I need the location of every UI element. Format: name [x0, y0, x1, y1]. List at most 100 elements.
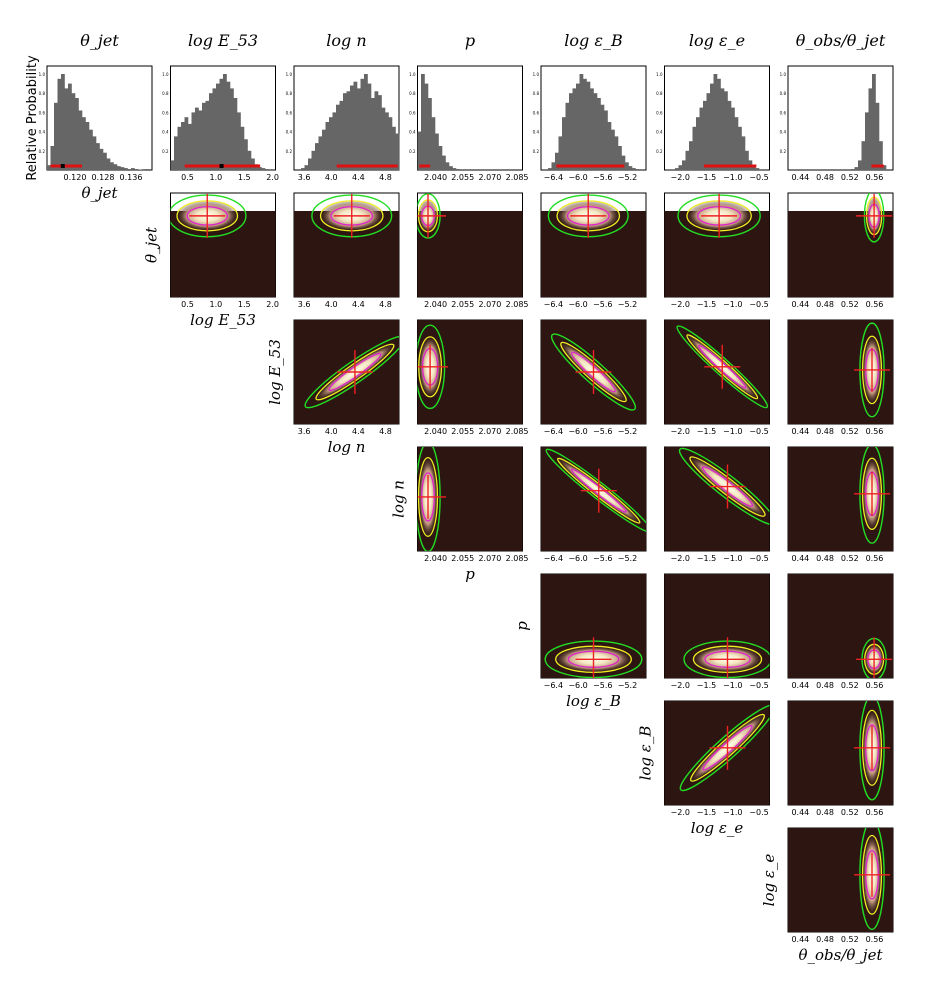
- histogram-bar: [184, 117, 189, 170]
- histogram-bar: [872, 74, 876, 170]
- density-panel: −2.0 −1.5 −1.0 −0.5: [664, 700, 770, 817]
- x-tick-label: −6.0: [568, 173, 587, 182]
- histogram-bar: [322, 129, 326, 170]
- x-tick-label: −1.5: [697, 173, 716, 182]
- x-tick-label: −6.4: [544, 300, 563, 309]
- histogram-bar: [734, 117, 739, 170]
- x-tick-label: −0.5: [749, 300, 768, 309]
- histogram-bar: [50, 146, 55, 170]
- density-layer: [854, 701, 890, 801]
- density-panel: −2.0 −1.5 −1.0 −0.5: [664, 573, 770, 690]
- row-label: p: [513, 621, 531, 631]
- row-label: log E_53: [266, 339, 284, 405]
- column-title: θ_obs/θ_jet: [796, 31, 886, 50]
- contour-outer: [678, 447, 770, 526]
- x-tick-label: −2.0: [671, 300, 690, 309]
- histogram-bar: [724, 91, 728, 170]
- histogram-bar: [332, 112, 337, 170]
- histogram-bar: [428, 98, 432, 170]
- histogram-bar: [117, 166, 121, 170]
- histogram-panel: 0.2 0.4 0.6 0.8 1.0 2.040 2.055 2.070 2.085: [409, 65, 529, 182]
- histogram-bar: [548, 168, 552, 170]
- histogram-bar: [258, 167, 262, 170]
- x-tick-label: 2.085: [506, 173, 529, 182]
- y-tick-label: 0.2: [409, 149, 416, 154]
- y-tick-label: 0.4: [656, 130, 663, 135]
- x-axis-label: θ_jet: [81, 184, 118, 202]
- x-tick-label: −5.2: [618, 554, 637, 563]
- contour-inner: [702, 724, 753, 771]
- x-tick-label: 0.5: [181, 300, 194, 309]
- histogram-panel: 0.2 0.4 0.6 0.8 1.0 −6.4 −6.0 −5.6 −5.2: [533, 65, 647, 182]
- histogram-bar: [851, 169, 855, 170]
- x-tick-label: 2.070: [478, 554, 501, 563]
- histogram-panel: 0.2 0.4 0.6 0.8 1.0 0.120 0.128 0.136: [39, 65, 153, 182]
- contour-middle: [315, 343, 395, 401]
- histogram-bar: [237, 112, 241, 170]
- x-tick-label: −1.0: [723, 681, 742, 690]
- histogram-bar: [576, 83, 580, 170]
- histogram-bar: [110, 162, 114, 170]
- x-tick-label: −2.0: [671, 808, 690, 817]
- x-tick-label: 0.128: [92, 173, 115, 182]
- histogram-bar: [618, 146, 622, 170]
- x-tick-label: 0.44: [791, 300, 809, 309]
- y-tick-label: 0.2: [39, 149, 46, 154]
- density-layer: [854, 828, 890, 931]
- x-tick-label: 0.56: [866, 808, 884, 817]
- histogram-bar: [682, 160, 686, 170]
- x-tick-label: 0.48: [816, 554, 834, 563]
- histogram-bar: [374, 91, 379, 170]
- density-layer: [311, 193, 393, 238]
- x-tick-label: 3.6: [298, 300, 311, 309]
- y-tick-label: 0.8: [656, 91, 663, 96]
- x-tick-label: 4.0: [325, 300, 338, 309]
- histogram-bar: [61, 74, 65, 170]
- x-tick-label: 2.055: [451, 173, 474, 182]
- histogram-bar: [244, 139, 248, 170]
- row-label: log ε_e: [760, 854, 778, 907]
- histogram-bar: [124, 168, 128, 170]
- row-label: log n: [390, 480, 408, 518]
- density-layer: [677, 193, 761, 238]
- x-tick-label: −5.2: [618, 681, 637, 690]
- histogram-bar: [177, 126, 182, 170]
- density-layer: [417, 193, 446, 239]
- contour-outer: [679, 704, 770, 792]
- histogram-bar: [99, 148, 104, 170]
- histogram-bar: [265, 169, 269, 170]
- histogram-bar: [223, 74, 227, 170]
- histogram-bar: [392, 126, 396, 170]
- x-tick-label: 1.5: [238, 173, 251, 182]
- histogram-bar: [103, 152, 107, 170]
- histogram-bar: [346, 91, 351, 170]
- x-tick-label: 4.4: [352, 300, 365, 309]
- histogram-bar: [378, 95, 382, 170]
- y-tick-label: 1.0: [533, 72, 540, 77]
- histogram-bar: [417, 131, 422, 170]
- contour-outer: [304, 335, 399, 409]
- histogram-bar: [590, 88, 594, 170]
- contour-middle: [686, 334, 759, 400]
- x-tick-label: −6.4: [544, 554, 563, 563]
- histogram-panel: 0.2 0.4 0.6 0.8 1.0 3.6 4.0 4.4 4.8: [286, 65, 400, 182]
- x-tick-label: −1.5: [697, 681, 716, 690]
- histogram-bar: [720, 88, 725, 170]
- x-tick-label: 2.070: [478, 300, 501, 309]
- x-tick-label: 0.44: [791, 173, 809, 182]
- histogram-bar: [752, 165, 756, 170]
- x-tick-label: 2.040: [424, 427, 447, 436]
- histogram-bar: [261, 168, 266, 170]
- x-axis-label: θ_obs/θ_jet: [798, 946, 883, 964]
- histogram-bar: [89, 129, 93, 170]
- x-tick-label: −1.0: [723, 173, 742, 182]
- x-tick-label: −6.0: [568, 300, 587, 309]
- density-layer: [854, 447, 890, 544]
- x-tick-label: −1.5: [697, 427, 716, 436]
- histogram-bar: [755, 168, 760, 170]
- histogram-bar: [738, 126, 742, 170]
- x-tick-label: −5.6: [593, 427, 612, 436]
- histogram-bar: [315, 143, 319, 170]
- y-tick-label: 0.8: [286, 91, 293, 96]
